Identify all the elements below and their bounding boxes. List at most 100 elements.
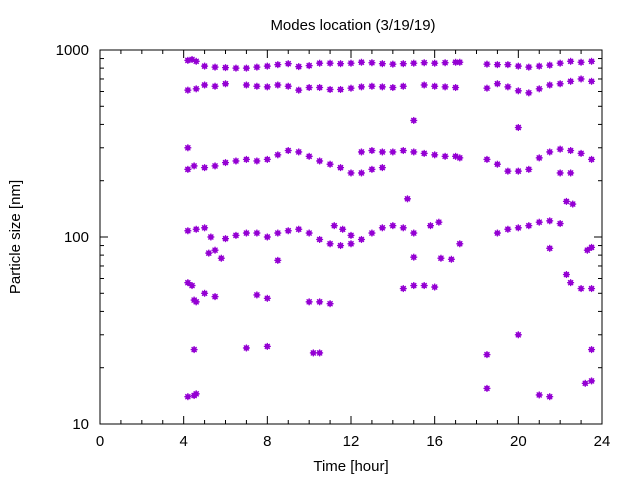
data-point — [567, 77, 575, 85]
data-point — [483, 60, 491, 68]
x-tick-label: 20 — [510, 433, 527, 450]
data-point — [525, 63, 533, 71]
data-point — [295, 86, 303, 94]
data-point — [253, 229, 261, 237]
data-point — [337, 85, 345, 93]
data-point — [399, 60, 407, 68]
data-point — [305, 229, 313, 237]
data-point — [535, 154, 543, 162]
data-point — [184, 393, 192, 401]
chart-title: Modes location (3/19/19) — [270, 17, 435, 34]
data-point — [426, 222, 434, 230]
data-point — [483, 155, 491, 163]
y-tick-label: 1000 — [56, 42, 89, 59]
data-point — [431, 82, 439, 90]
data-point — [567, 279, 575, 287]
data-point — [577, 149, 585, 157]
data-point — [431, 283, 439, 291]
data-point — [389, 84, 397, 92]
data-point — [378, 224, 386, 232]
data-point — [514, 124, 522, 132]
data-point — [232, 64, 240, 72]
data-point — [201, 81, 209, 89]
data-point — [567, 57, 575, 65]
data-point — [514, 331, 522, 339]
data-point — [347, 59, 355, 67]
x-axis-title: Time [hour] — [313, 458, 388, 475]
data-point — [514, 167, 522, 175]
data-point — [192, 390, 200, 398]
data-point — [305, 298, 313, 306]
data-point — [588, 377, 596, 385]
data-point — [447, 255, 455, 263]
data-point — [242, 344, 250, 352]
data-point — [284, 60, 292, 68]
data-point — [337, 242, 345, 250]
data-point — [192, 298, 200, 306]
data-point — [588, 243, 596, 251]
data-point — [525, 222, 533, 230]
data-point — [201, 164, 209, 172]
data-point — [188, 282, 196, 290]
data-point — [562, 197, 570, 205]
data-point — [326, 160, 334, 168]
x-tick-label: 8 — [263, 433, 271, 450]
data-point — [211, 82, 219, 90]
data-point — [389, 222, 397, 230]
data-point — [316, 59, 324, 67]
data-point — [420, 282, 428, 290]
data-point — [368, 82, 376, 90]
data-point — [514, 62, 522, 70]
data-point — [184, 279, 192, 287]
data-point — [357, 83, 365, 91]
data-point — [535, 85, 543, 93]
data-point — [546, 244, 554, 252]
data-point — [567, 147, 575, 155]
data-point — [588, 77, 596, 85]
data-point — [368, 59, 376, 67]
data-point — [504, 225, 512, 233]
data-point — [546, 81, 554, 89]
data-point — [295, 63, 303, 71]
data-point — [452, 84, 460, 92]
data-point — [242, 81, 250, 89]
data-point — [347, 169, 355, 177]
data-point — [556, 220, 564, 228]
data-point — [588, 155, 596, 163]
data-point — [201, 62, 209, 70]
data-point — [399, 147, 407, 155]
data-point — [222, 235, 229, 243]
data-point — [504, 61, 512, 69]
data-point — [284, 82, 292, 90]
data-point — [253, 82, 261, 90]
data-point — [577, 58, 585, 66]
data-point — [483, 351, 491, 359]
data-point — [577, 285, 585, 293]
data-point — [305, 62, 313, 70]
data-point — [556, 59, 564, 67]
y-tick-label: 100 — [64, 229, 89, 246]
data-point — [399, 82, 407, 90]
data-point — [410, 116, 418, 124]
data-point — [546, 148, 554, 156]
data-point — [525, 89, 533, 97]
data-point — [330, 222, 338, 230]
data-point — [284, 227, 292, 235]
data-point — [295, 148, 303, 156]
data-point — [211, 63, 219, 71]
data-point — [569, 200, 577, 208]
data-point — [368, 229, 376, 237]
data-point — [546, 393, 554, 401]
data-point — [403, 195, 411, 203]
data-point — [211, 246, 219, 254]
data-point — [274, 81, 282, 89]
data-point — [316, 84, 324, 92]
axis-ticks: 0 4 8 12 16 20 24 10 100 1000 — [56, 42, 611, 450]
data-point — [588, 285, 596, 293]
data-point — [211, 162, 219, 170]
data-point — [456, 240, 464, 248]
data-point — [253, 157, 261, 165]
x-tick-label: 24 — [594, 433, 611, 450]
data-point — [493, 61, 501, 69]
